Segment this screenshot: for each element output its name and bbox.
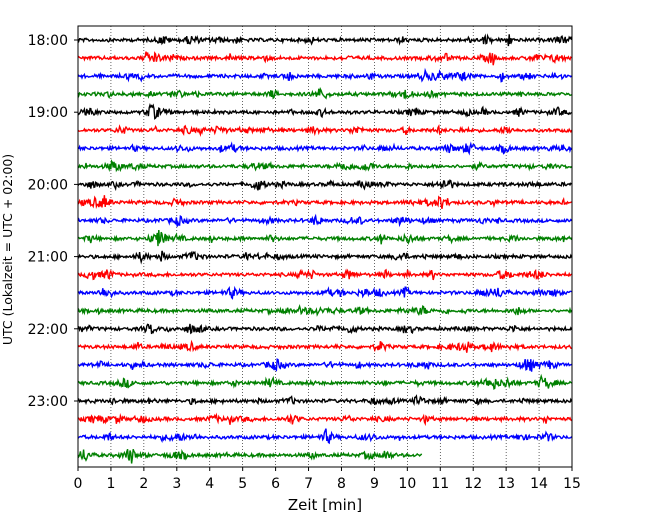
trace-1815 <box>77 51 573 66</box>
x-tick-label: 4 <box>205 476 214 492</box>
trace-2000 <box>77 179 573 192</box>
y-tick-label: 21:00 <box>28 250 68 266</box>
trace-1930 <box>77 141 573 156</box>
x-tick-label: 15 <box>563 476 581 492</box>
trace-2200 <box>77 323 573 335</box>
plot-frame <box>77 25 573 468</box>
y-tick-label: 18:00 <box>28 33 68 49</box>
seismogram-traces <box>77 33 573 464</box>
trace-2045 <box>77 229 573 247</box>
trace-2215 <box>77 339 572 353</box>
trace-1830 <box>77 67 573 83</box>
x-tick-label: 5 <box>238 476 247 492</box>
y-axis-ticks: 18:00 19:00 20:00 21:00 22:00 23:00 <box>28 33 78 410</box>
trace-2300 <box>77 394 573 407</box>
x-tick-label: 14 <box>530 476 548 492</box>
trace-1915 <box>77 123 573 138</box>
trace-1845 <box>77 86 572 100</box>
y-tick-label: 23:00 <box>28 394 68 410</box>
trace-2330 <box>77 428 573 445</box>
x-tick-label: 0 <box>74 476 83 492</box>
trace-2130 <box>77 285 572 300</box>
x-tick-label: 6 <box>271 476 280 492</box>
trace-1900 <box>77 103 572 120</box>
trace-2315 <box>77 412 573 427</box>
x-tick-label: 3 <box>172 476 181 492</box>
trace-2100 <box>77 250 573 265</box>
y-tick-label: 19:00 <box>28 105 68 121</box>
x-tick-label: 8 <box>337 476 346 492</box>
trace-2115 <box>77 268 573 281</box>
y-tick-label: 22:00 <box>28 322 68 338</box>
x-tick-label: 2 <box>139 476 148 492</box>
x-axis-ticks: 0 1 2 3 4 5 6 7 8 9 10 11 12 13 14 15 <box>74 467 581 492</box>
trace-1800 <box>77 33 573 47</box>
trace-2245 <box>77 373 572 391</box>
y-tick-label: 20:00 <box>28 177 68 193</box>
x-tick-label: 9 <box>370 476 379 492</box>
x-tick-label: 10 <box>398 476 416 492</box>
x-tick-label: 1 <box>106 476 115 492</box>
x-axis-label: Zeit [min] <box>288 496 362 514</box>
trace-2145 <box>77 304 573 317</box>
trace-2030 <box>77 213 573 228</box>
trace-1945 <box>77 159 573 173</box>
x-tick-label: 7 <box>304 476 313 492</box>
y-axis-label: UTC (Lokalzeit = UTC + 02:00) <box>0 154 15 345</box>
trace-2345 <box>77 448 423 464</box>
trace-2230 <box>77 358 573 372</box>
trace-2015 <box>77 195 572 210</box>
x-tick-label: 11 <box>431 476 449 492</box>
x-tick-label: 12 <box>464 476 482 492</box>
x-tick-label: 13 <box>497 476 515 492</box>
